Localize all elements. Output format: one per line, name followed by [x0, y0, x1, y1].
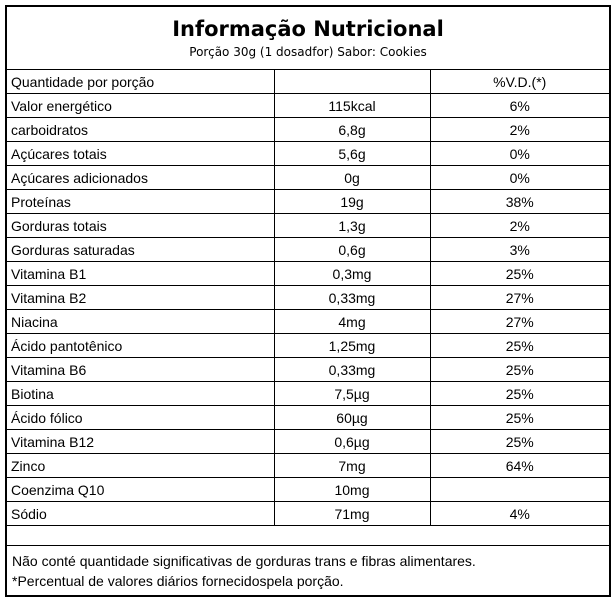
- table-row: Zinco 7mg 64%: [7, 453, 609, 478]
- nutrient-daily-value: 2%: [429, 213, 609, 238]
- nutrient-amount: 6,8g: [273, 117, 431, 142]
- nutrient-name: Zinco: [7, 453, 275, 478]
- nutrient-amount: 7,5µg: [273, 381, 431, 406]
- table-row: Vitamina B2 0,33mg 27%: [7, 285, 609, 310]
- nutrient-name: Niacina: [7, 309, 275, 334]
- nutrient-daily-value: 3%: [429, 237, 609, 262]
- label-footer: Não conté quantidade significativas de g…: [7, 545, 609, 591]
- nutrient-daily-value: 38%: [429, 189, 609, 214]
- table-row: Açúcares adicionados 0g 0%: [7, 165, 609, 190]
- nutrient-amount: 1,25mg: [273, 333, 431, 358]
- nutrient-name: Açúcares adicionados: [7, 165, 275, 190]
- table-row: Gorduras totais 1,3g 2%: [7, 213, 609, 238]
- nutrient-amount: 0,3mg: [273, 261, 431, 286]
- nutrient-daily-value: 25%: [429, 261, 609, 286]
- table-row: Valor energético 115kcal 6%: [7, 93, 609, 118]
- nutrient-amount: 5,6g: [273, 141, 431, 166]
- nutrient-amount: 71mg: [273, 501, 431, 526]
- nutrient-name: Proteínas: [7, 189, 275, 214]
- nutrient-amount: 0,33mg: [273, 285, 431, 310]
- nutrient-daily-value: 0%: [429, 165, 609, 190]
- nutrient-amount: 60µg: [273, 405, 431, 430]
- nutrient-daily-value: 25%: [429, 381, 609, 406]
- nutrient-amount: 0,6g: [273, 237, 431, 262]
- table-row: Gorduras saturadas 0,6g 3%: [7, 237, 609, 262]
- table-row: carboidratos 6,8g 2%: [7, 117, 609, 142]
- footer-note-trans-fat: Não conté quantidade significativas de g…: [12, 553, 476, 569]
- nutrient-name: Sódio: [7, 501, 275, 526]
- nutrient-amount: 4mg: [273, 309, 431, 334]
- table-row: Sódio 71mg 4%: [7, 501, 609, 526]
- nutrient-amount: 115kcal: [273, 93, 431, 118]
- nutrition-table: Quantidade por porção %V.D.(*) Valor ene…: [7, 69, 609, 526]
- nutrient-name: Vitamina B6: [7, 357, 275, 382]
- table-header-row: Quantidade por porção %V.D.(*): [7, 69, 609, 94]
- nutrient-name: Vitamina B12: [7, 429, 275, 454]
- table-row: Biotina 7,5µg 25%: [7, 381, 609, 406]
- column-header-daily-value: %V.D.(*): [429, 69, 609, 94]
- nutrient-daily-value: 27%: [429, 285, 609, 310]
- nutrient-amount: 10mg: [273, 477, 431, 502]
- nutrient-daily-value: 64%: [429, 453, 609, 478]
- serving-info: Porção 30g (1 dosadfor) Sabor: Cookies: [189, 45, 427, 59]
- nutrient-name: Vitamina B1: [7, 261, 275, 286]
- column-header-quantity: Quantidade por porção: [7, 69, 275, 94]
- table-row: Vitamina B12 0,6µg 25%: [7, 429, 609, 454]
- nutrient-daily-value: 2%: [429, 117, 609, 142]
- table-row: Niacina 4mg 27%: [7, 309, 609, 334]
- nutrient-daily-value: [429, 477, 609, 502]
- nutrient-name: Açúcares totais: [7, 141, 275, 166]
- nutrient-name: Gorduras saturadas: [7, 237, 275, 262]
- table-row: Ácido fólico 60µg 25%: [7, 405, 609, 430]
- nutrient-daily-value: 25%: [429, 429, 609, 454]
- nutrient-amount: 1,3g: [273, 213, 431, 238]
- nutrient-daily-value: 6%: [429, 93, 609, 118]
- label-title: Informação Nutricional: [172, 17, 444, 41]
- table-row: Coenzima Q10 10mg: [7, 477, 609, 502]
- nutrient-name: Valor energético: [7, 93, 275, 118]
- nutrient-daily-value: 25%: [429, 405, 609, 430]
- nutrient-amount: 0,33mg: [273, 357, 431, 382]
- table-row: Proteínas 19g 38%: [7, 189, 609, 214]
- nutrient-amount: 0,6µg: [273, 429, 431, 454]
- nutrient-name: Vitamina B2: [7, 285, 275, 310]
- nutrient-amount: 7mg: [273, 453, 431, 478]
- table-row: Vitamina B1 0,3mg 25%: [7, 261, 609, 286]
- nutrient-name: Coenzima Q10: [7, 477, 275, 502]
- nutrient-name: Ácido pantotênico: [7, 333, 275, 358]
- nutrition-facts-label: Informação Nutricional Porção 30g (1 dos…: [5, 5, 611, 597]
- nutrient-daily-value: 4%: [429, 501, 609, 526]
- nutrient-name: carboidratos: [7, 117, 275, 142]
- nutrient-name: Ácido fólico: [7, 405, 275, 430]
- nutrient-amount: 19g: [273, 189, 431, 214]
- nutrient-daily-value: 27%: [429, 309, 609, 334]
- label-header: Informação Nutricional Porção 30g (1 dos…: [7, 7, 609, 69]
- footer-note-daily-value: *Percentual de valores diários fornecido…: [12, 573, 344, 589]
- table-row: Açúcares totais 5,6g 0%: [7, 141, 609, 166]
- nutrient-amount: 0g: [273, 165, 431, 190]
- nutrient-daily-value: 25%: [429, 357, 609, 382]
- nutrient-daily-value: 0%: [429, 141, 609, 166]
- table-row: Vitamina B6 0,33mg 25%: [7, 357, 609, 382]
- nutrient-name: Gorduras totais: [7, 213, 275, 238]
- table-row: Ácido pantotênico 1,25mg 25%: [7, 333, 609, 358]
- column-header-amount: [273, 69, 431, 94]
- nutrient-daily-value: 25%: [429, 333, 609, 358]
- nutrient-name: Biotina: [7, 381, 275, 406]
